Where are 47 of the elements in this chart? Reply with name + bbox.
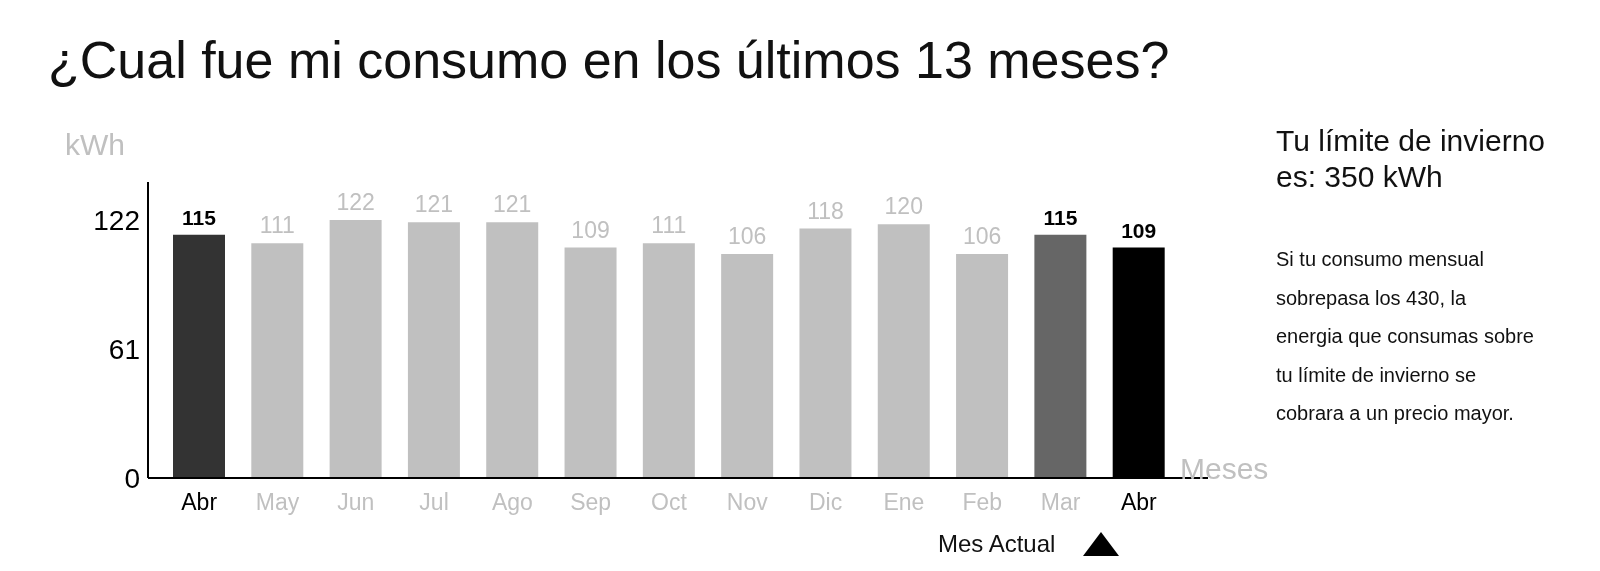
x-axis-title: Meses bbox=[1180, 452, 1269, 486]
text: Mes Actual bbox=[938, 530, 1056, 558]
data-label: 118 bbox=[807, 197, 844, 224]
data-label: 111 bbox=[259, 212, 295, 239]
bar bbox=[564, 247, 617, 478]
text: Tu límite de invierno es: 350 kWh bbox=[1276, 123, 1546, 195]
x-tick-label: Oct bbox=[651, 489, 688, 515]
data-label: 120 bbox=[884, 193, 923, 220]
x-tick-label: Abr bbox=[181, 489, 218, 515]
bar bbox=[486, 222, 539, 478]
bar bbox=[1034, 234, 1087, 478]
x-tick-label: Ago bbox=[491, 489, 533, 515]
data-label: 121 bbox=[493, 191, 532, 218]
x-tick-label: Abr bbox=[1120, 489, 1158, 515]
x-tick-label: Nov bbox=[726, 489, 769, 515]
y-tick-label: 61 bbox=[108, 333, 140, 365]
data-label: 121 bbox=[414, 191, 454, 218]
bar bbox=[251, 243, 304, 478]
x-tick-label: Sep bbox=[570, 489, 612, 515]
bar bbox=[956, 253, 1009, 478]
bar bbox=[329, 220, 382, 478]
x-tick-label: Mar bbox=[1040, 489, 1081, 515]
y-tick-label: 122 bbox=[93, 205, 140, 236]
bar bbox=[642, 243, 695, 478]
bar bbox=[173, 234, 225, 478]
data-label: 115 bbox=[182, 205, 217, 229]
bar bbox=[721, 253, 774, 478]
data-label: 109 bbox=[1121, 218, 1157, 242]
x-tick-label: Jul bbox=[419, 489, 449, 515]
data-label: 122 bbox=[336, 189, 375, 216]
x-tick-label: May bbox=[255, 489, 300, 515]
data-label: 115 bbox=[1043, 205, 1078, 229]
bar bbox=[799, 228, 852, 478]
data-label: 111 bbox=[651, 212, 687, 239]
data-label: 106 bbox=[727, 222, 767, 249]
bar bbox=[407, 222, 460, 478]
data-label: 106 bbox=[962, 222, 1002, 249]
y-tick-label: 0 bbox=[124, 462, 140, 494]
text: Si tu consumo mensual sobrepasa los 430, la energia que consumas sobre tu límite de invierno se cobrara a un precio mayor. bbox=[1276, 247, 1535, 426]
x-tick-label: Ene bbox=[883, 489, 925, 515]
chart-title: ¿Cual fue mi consumo en los últimos 13 meses? bbox=[48, 30, 1170, 90]
x-tick-label: Feb bbox=[962, 489, 1003, 515]
y-axis-title: kWh bbox=[65, 128, 125, 162]
bar bbox=[877, 224, 930, 478]
x-tick-label: Dic bbox=[809, 489, 843, 515]
data-label: 109 bbox=[571, 216, 610, 243]
x-tick-label: Jun bbox=[337, 489, 375, 515]
